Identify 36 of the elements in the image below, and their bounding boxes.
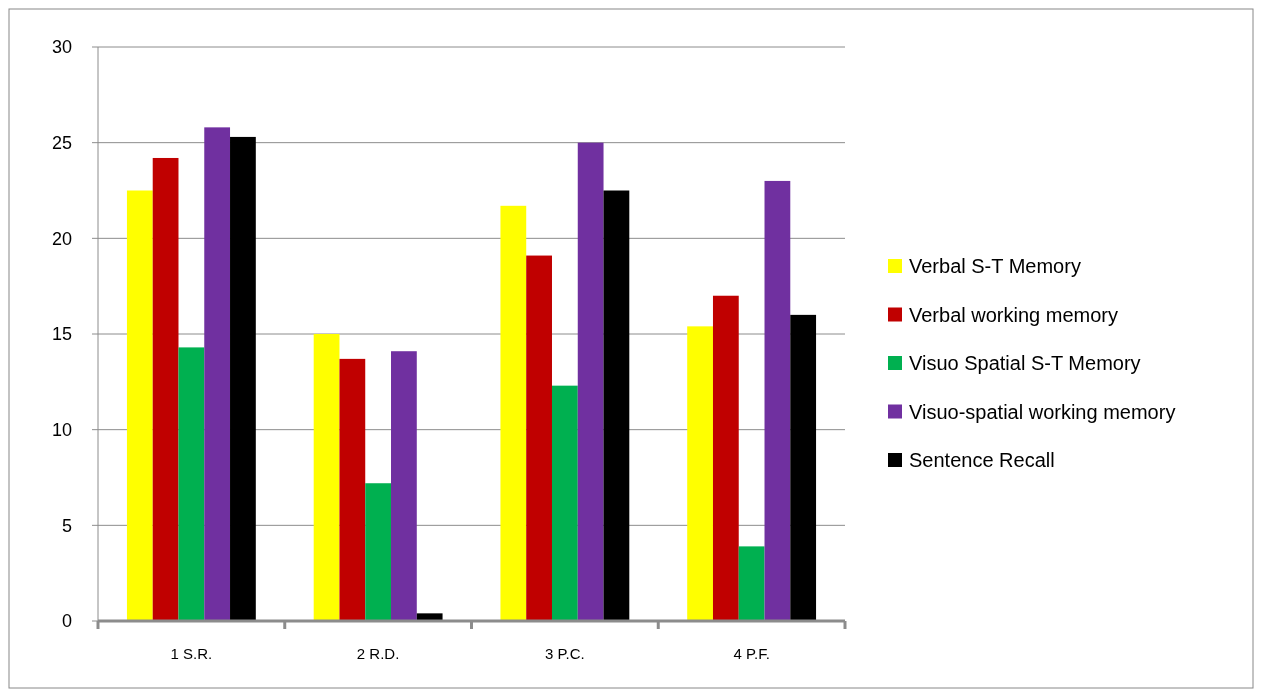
legend-label: Sentence Recall (909, 449, 1055, 471)
y-tick-label: 25 (51, 132, 72, 153)
bar (551, 385, 578, 621)
y-tick-label: 10 (51, 419, 72, 440)
bar (526, 255, 552, 621)
y-tick-label: 15 (51, 324, 72, 345)
bar (391, 351, 417, 621)
bar (126, 190, 153, 621)
bar (500, 205, 527, 621)
x-tick-label: 4 P.F. (733, 645, 770, 662)
x-tick-label: 1 S.R. (170, 645, 213, 662)
legend-label: Verbal S-T Memory (909, 255, 1081, 277)
bar (738, 546, 765, 621)
legend-label: Visuo-spatial working memory (909, 400, 1176, 423)
bar (365, 483, 392, 621)
bar (577, 142, 604, 621)
bar (790, 314, 817, 621)
y-tick-label: 20 (51, 228, 72, 249)
bar (764, 180, 791, 621)
bar (339, 358, 366, 621)
y-tick-label: 5 (61, 515, 72, 536)
bar (712, 295, 739, 621)
bar (178, 347, 205, 621)
bar (313, 334, 340, 621)
bar (603, 190, 630, 621)
y-tick-label: 0 (61, 611, 72, 632)
bar (416, 613, 443, 621)
x-tick-label: 2 R.D. (356, 645, 400, 662)
legend-label: Visuo Spatial S-T Memory (909, 352, 1141, 374)
legend-label: Verbal working memory (909, 303, 1118, 326)
bar (230, 136, 256, 621)
bar (152, 157, 179, 621)
bar (204, 127, 231, 621)
y-tick-label: 30 (51, 37, 72, 58)
bar (687, 326, 713, 621)
x-tick-label: 3 P.C. (545, 645, 585, 662)
